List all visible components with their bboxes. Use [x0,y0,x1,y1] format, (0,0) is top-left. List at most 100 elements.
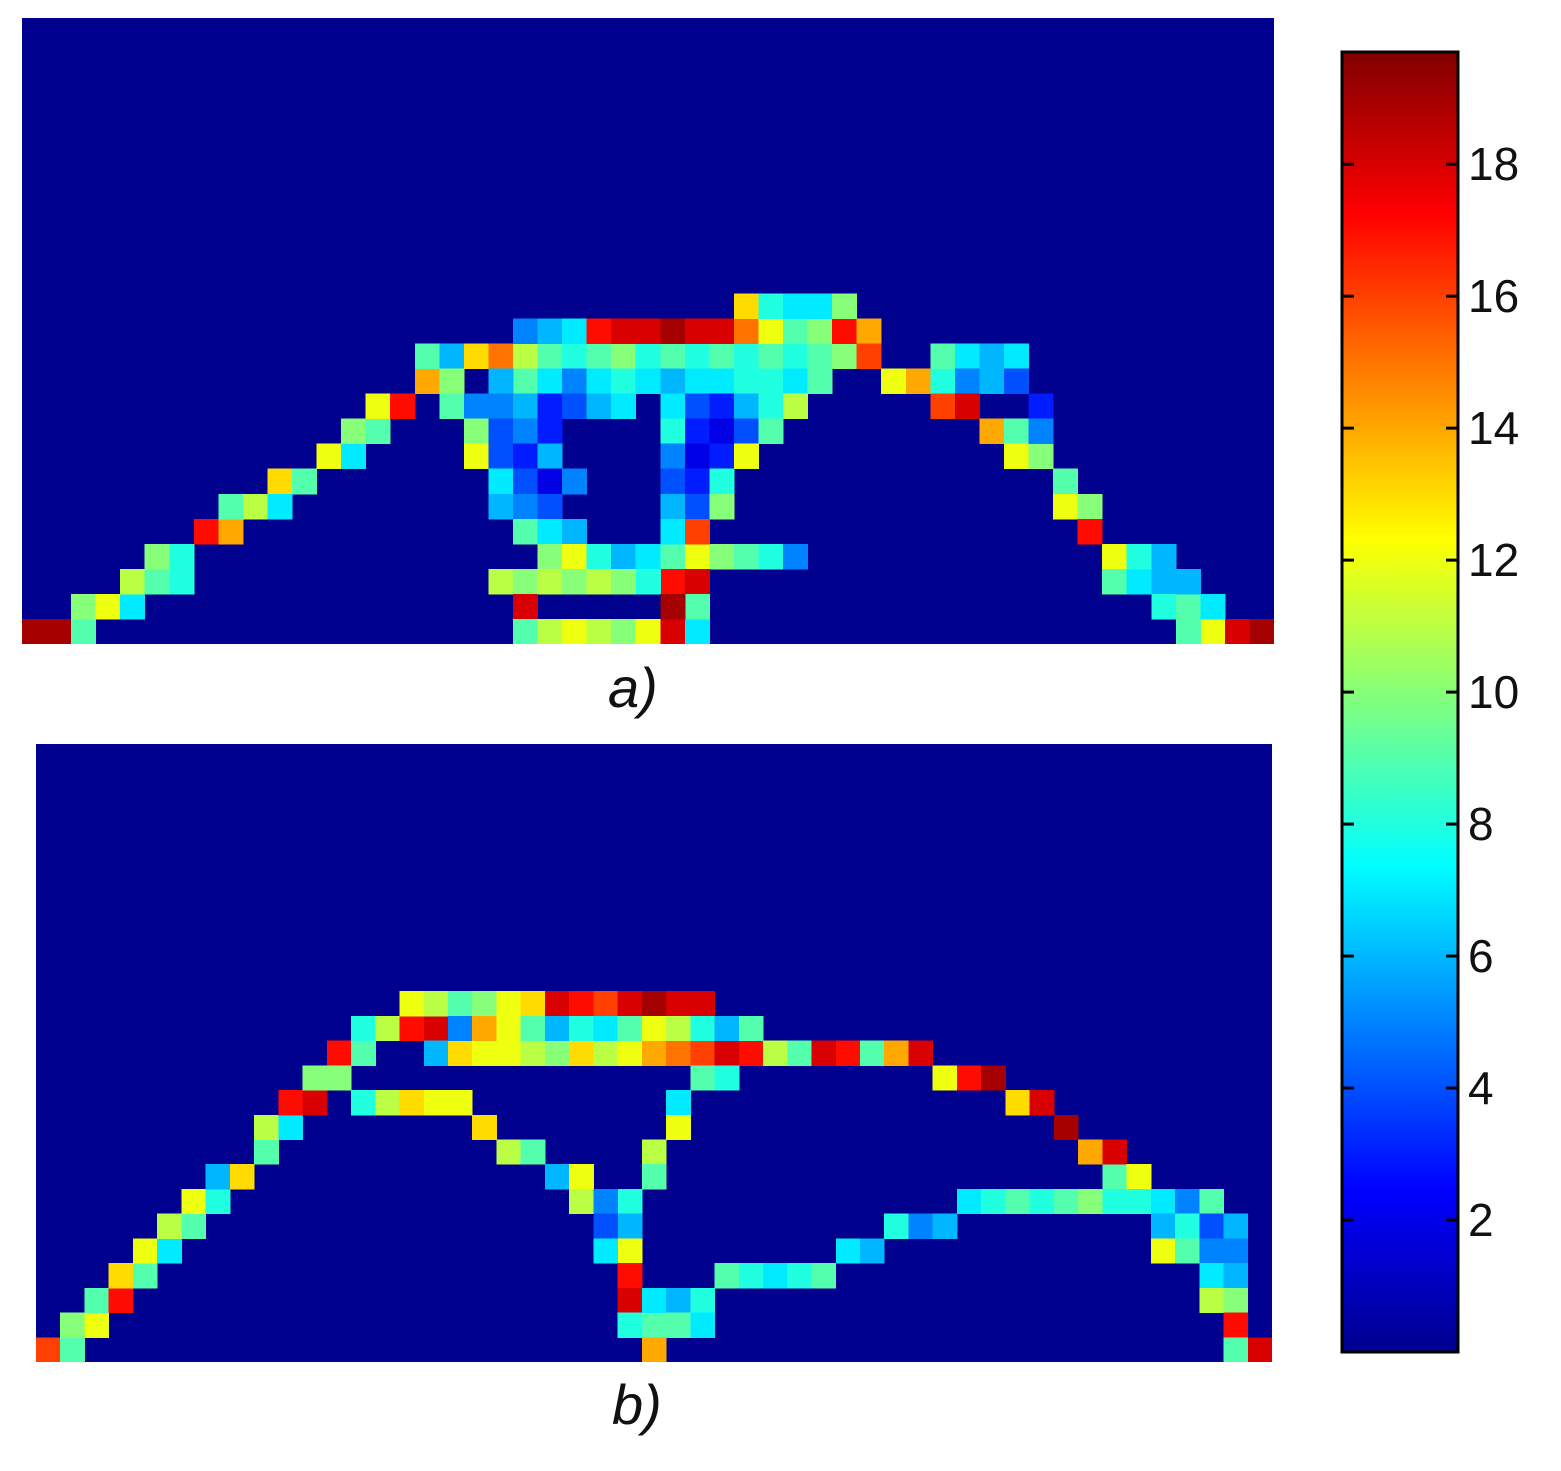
heatmap-a-cell [390,393,416,420]
heatmap-a-cell [316,443,342,470]
heatmap-b-cell [617,1287,643,1314]
heatmap-a-cell [709,418,735,445]
heatmap-a-cell [733,318,759,345]
heatmap-b-cell [666,1114,691,1141]
heatmap-b-cell [1199,1188,1225,1215]
heatmap-a-cell [979,368,1005,395]
heatmap-b-cell [351,1015,376,1042]
heatmap-a-cell [512,418,539,445]
heatmap-b-cell [108,1263,134,1289]
heatmap-a-cell [586,393,612,420]
heatmap-b-cell [666,1090,691,1116]
heatmap-b-cell [835,1040,861,1066]
heatmap-b-cell [569,991,594,1017]
heatmap-a-cell [562,318,588,345]
heatmap-b-cell [1053,1114,1079,1141]
heatmap-a-cell [414,368,440,395]
heatmap-a-cell [611,543,637,570]
heatmap-a-cell [684,368,710,395]
heatmap-a-cell [758,293,784,319]
heatmap-b-cell [981,1188,1006,1215]
heatmap-b-cell [1199,1213,1225,1239]
colorbar-tick-label: 18 [1468,138,1519,190]
heatmap-b-cell [544,991,570,1017]
heatmap-a-cell [586,568,612,595]
heatmap-a-cell [562,618,588,644]
heatmap-b-cell [690,1015,716,1042]
heatmap-a-cell [783,368,809,395]
heatmap-a-cell [488,368,514,395]
heatmap-b-cell [60,1337,85,1362]
heatmap-b-cell [496,1015,522,1042]
heatmap-a-cell [1151,593,1177,620]
heatmap-b-cell [351,1090,376,1116]
caption-a: a) [608,656,658,719]
colorbar-svg: 2 4 6 8 10 12 14 16 18 [1340,50,1519,1354]
heatmap-a-cell [488,568,514,595]
colorbar-gradient [1340,50,1460,1354]
heatmap-a-cell [758,318,784,345]
heatmap-a-cell [930,368,956,395]
heatmap-a-cell [783,318,809,345]
heatmap-b-cell [811,1263,837,1289]
heatmap-a-cell [218,518,244,545]
heatmap-a-cell [341,418,367,445]
heatmap-b-cell [1223,1312,1249,1338]
heatmap-b-cell [690,1065,716,1091]
heatmap-b-cell [860,1040,885,1066]
heatmap-b-cell [1199,1263,1225,1289]
heatmap-a-cell [22,618,48,644]
heatmap-b-cell [1029,1188,1055,1215]
heatmap-a-cell [463,443,489,470]
colorbar-tick-label: 16 [1468,270,1519,322]
heatmap-b-cell [641,1287,667,1314]
heatmap-b-cell [714,1065,740,1091]
heatmap-a-cell [488,468,514,495]
heatmap-a-cell [733,443,759,470]
heatmap-a-cell [463,418,489,445]
heatmap-b-cell [690,1312,716,1338]
heatmap-b-cell [1053,1188,1079,1215]
heatmap-a-cell [193,518,219,545]
colorbar-tick-label: 4 [1468,1062,1494,1114]
heatmap-a-cell [1249,618,1274,644]
heatmap-a-cell [930,343,956,370]
heatmap-a-cell [733,393,759,420]
heatmap-b-cell [569,1015,594,1042]
heatmap-a-cell [954,343,980,370]
heatmap-b-cell [641,1040,667,1066]
heatmap-a-cell [71,618,97,644]
heatmap-a-cell [954,393,980,420]
heatmap-a-cell [1175,618,1201,644]
heatmap-b-cell [520,1015,546,1042]
heatmap-a-cell [758,418,784,445]
heatmap-a-cell [783,393,809,420]
heatmap-a-cell [709,468,735,495]
heatmap-b-cell [472,991,497,1017]
heatmap-b-cell [641,1139,667,1165]
heatmap-a-cell [537,393,563,420]
heatmap-a-cell [684,493,710,520]
heatmap-b-cell [932,1065,958,1091]
caption-b: b) [612,1373,662,1436]
heatmap-b-cell [375,1015,401,1042]
heatmap-b-cell [157,1213,182,1239]
heatmap-b-cell [763,1263,788,1289]
heatmap-panel-b [36,744,1272,1362]
heatmap-a-cell [463,393,489,420]
heatmap-a-cell [439,368,465,395]
heatmap-b-cell [908,1213,934,1239]
heatmap-a-cell [512,568,539,595]
heatmap-b-cell [1223,1238,1249,1264]
heatmap-a-cell [709,318,735,345]
heatmap-b-cell [544,1040,570,1066]
heatmap-b-cell [593,1213,619,1239]
heatmap-b-cell [1150,1188,1176,1215]
heatmap-b-cell [593,1040,619,1066]
heatmap-a-cell [832,343,858,370]
heatmap-a-cell [709,343,735,370]
heatmap-b-cell [884,1213,909,1239]
heatmap-a-cell [660,518,686,545]
heatmap-b-cell [932,1213,958,1239]
heatmap-b-cell [1150,1213,1176,1239]
